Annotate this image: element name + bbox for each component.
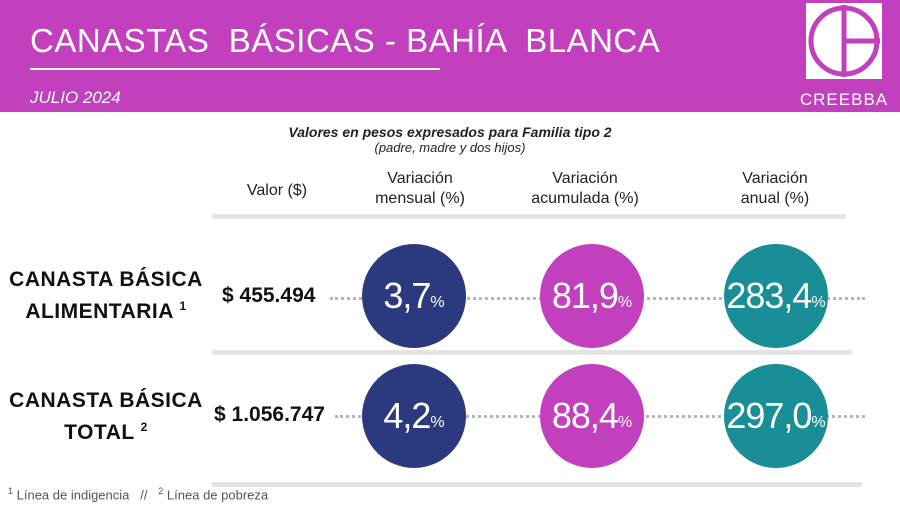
footnote-1-text: Línea de indigencia [13,487,130,503]
column-header-valor-label: Valor ($) [246,182,308,199]
row-2-acumulada-value: 88,4 [551,395,619,436]
creebba-logo-icon [806,3,882,79]
row-label-alimentaria: CANASTA BÁSICA ALIMENTARIA 1 [6,266,206,325]
subtitle: Valores en pesos expresados para Familia… [288,124,612,140]
footnotes: 1 Línea de indigencia // 2 Línea de pobr… [8,486,268,502]
header-banner: CANASTAS BÁSICAS - BAHÍA BLANCA JULIO 20… [0,0,900,112]
row-2-mensual-value: 4,2 [383,395,431,436]
row-2-anual-value: 297,0 [726,395,812,436]
column-header-anual-line2: anual (%) [740,190,810,207]
row-2-anual-circle: 297,0% [724,364,828,468]
row-2-label-line2: TOTAL [64,421,135,444]
column-header-valor: Valor ($) [222,181,332,201]
row-2-acumulada-circle: 88,4% [540,364,644,468]
subtitle-detail: (padre, madre y dos hijos) [374,140,526,155]
column-header-acumulada-line1: Variación [552,170,618,187]
column-header-acumulada: Variación acumulada (%) [500,169,670,209]
row-label-total: CANASTA BÁSICA TOTAL 2 [6,387,206,446]
row-1-acumulada-circle: 81,9% [540,244,644,348]
column-header-anual-line1: Variación [742,170,808,187]
column-header-acumulada-line2: acumulada (%) [531,190,639,207]
row-2-valor: $ 1.056.747 [210,403,329,427]
row-1-anual-value: 283,4 [726,275,812,316]
footnote-2-marker: 2 [158,486,164,496]
row-1-anual-circle: 283,4% [724,244,828,348]
percent-sign: % [430,414,445,431]
footnote-separator: // [129,487,159,503]
title-underline [30,68,440,70]
row-1-acumulada-value: 81,9 [551,275,619,316]
column-header-anual: Variación anual (%) [705,169,845,209]
report-date: JULIO 2024 [30,88,121,107]
row-1-valor: $ 455.494 [218,284,320,308]
row-1-mensual-value: 3,7 [383,275,431,316]
percent-sign: % [811,294,826,311]
percent-sign: % [617,414,633,431]
footnote-1-marker: 1 [8,486,14,496]
header-divider [212,214,846,219]
column-header-mensual-line2: mensual (%) [375,190,465,207]
row-2-footnote-marker: 2 [140,420,148,434]
footer-divider [212,482,862,487]
percent-sign: % [811,414,826,431]
row-1-footnote-marker: 1 [179,299,187,313]
column-header-mensual: Variación mensual (%) [350,169,490,209]
logo-text: CREEBBA [799,90,889,109]
percent-sign: % [617,294,633,311]
column-header-mensual-line1: Variación [387,170,453,187]
row-1-label-line1: CANASTA BÁSICA [9,268,203,291]
row-1-mensual-circle: 3,7% [362,244,466,348]
row-2-label-line1: CANASTA BÁSICA [9,389,203,412]
percent-sign: % [430,294,445,311]
page-title: CANASTAS BÁSICAS - BAHÍA BLANCA [30,22,661,59]
row-divider [212,350,852,355]
row-1-label-line2: ALIMENTARIA [25,300,174,323]
footnote-2-text: Línea de pobreza [163,487,269,503]
row-2-mensual-circle: 4,2% [362,364,466,468]
